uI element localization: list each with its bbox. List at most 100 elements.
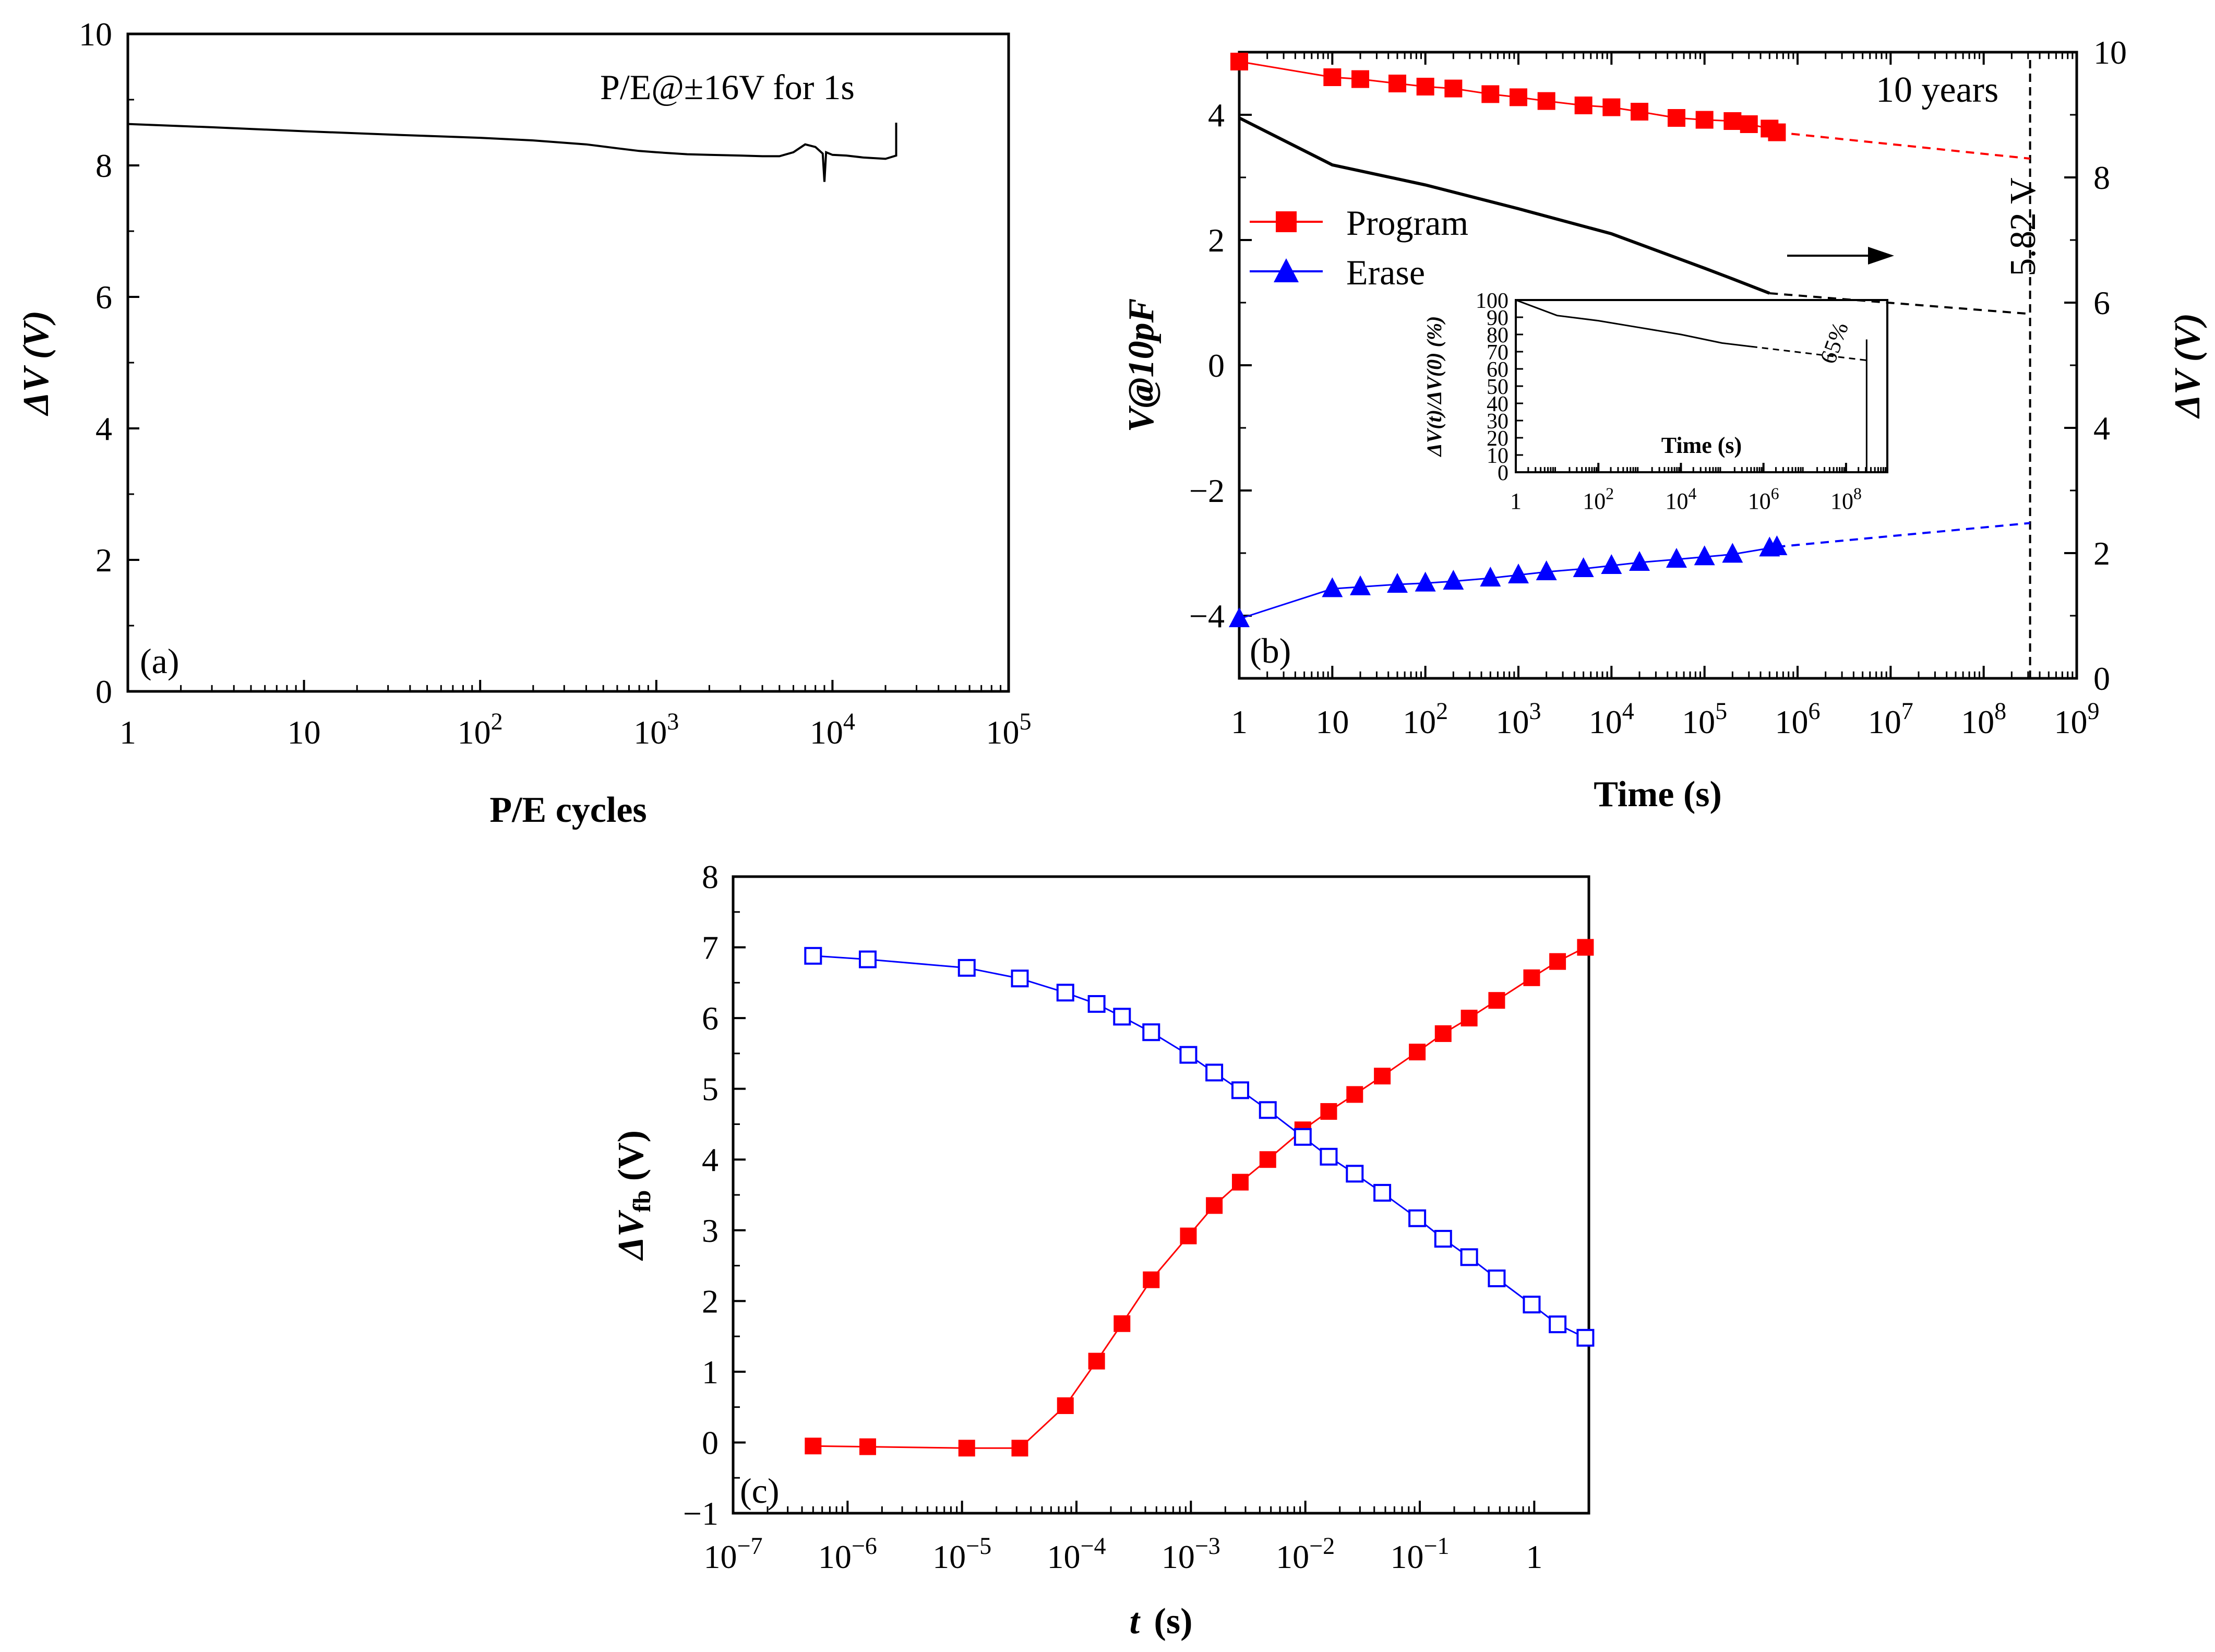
- c-erase-point: [1576, 1328, 1595, 1347]
- b-window-line: [1238, 116, 1770, 295]
- a-x-ticks: 1 10 102 103 104 105: [119, 680, 1032, 751]
- c-x-tick-label: 10−1: [1390, 1533, 1449, 1575]
- b-program-point: [1510, 88, 1527, 106]
- b-y2-tick-label: 8: [2093, 159, 2110, 196]
- c-y-tick-label: 1: [702, 1354, 719, 1391]
- a-x-tick-label: 103: [633, 708, 679, 751]
- a-x-axis-label: P/E cycles: [489, 790, 646, 830]
- c-program-point: [1460, 1010, 1478, 1027]
- b-erase-point: [1694, 545, 1715, 566]
- b-program-point: [1695, 111, 1714, 129]
- a-panel-label: (a): [140, 641, 179, 681]
- b-erase-point: [1573, 557, 1594, 577]
- c-y-tick-label: 3: [702, 1212, 719, 1249]
- c-x-ticks: 10−7 10−6 10−5 10−4 10−3 10−2 10−1 1: [703, 1501, 1542, 1575]
- b-y-tick-label: −2: [1189, 472, 1225, 509]
- b-program-point: [1537, 92, 1555, 110]
- b-x-tick-label: 108: [1961, 698, 2006, 740]
- c-y-tick-label: 6: [702, 1000, 719, 1037]
- c-erase-point: [957, 959, 976, 977]
- c-program-point: [805, 1438, 822, 1455]
- c-program-point: [1374, 1068, 1391, 1085]
- b-erase-extrapolation: [1777, 522, 2030, 548]
- b-program-point: [1723, 112, 1742, 130]
- c-program-point: [1231, 1174, 1249, 1191]
- b-y2-ticks: 0 2 4 6 8 10: [2064, 34, 2127, 697]
- c-erase-point: [1373, 1183, 1392, 1202]
- c-x-tick-label: 10−4: [1047, 1533, 1106, 1575]
- inset-y-tick-label: 40: [1487, 392, 1508, 416]
- c-program-point: [1488, 992, 1505, 1009]
- inset-y-tick-label: 60: [1487, 358, 1508, 382]
- a-y-tick-label: 10: [79, 16, 112, 53]
- c-y-axis-label: ΔVfb (V): [611, 1130, 656, 1261]
- c-program-point: [1011, 1440, 1028, 1457]
- b-x-tick-label: 107: [1868, 698, 1913, 740]
- c-x-tick-label: 10−7: [703, 1533, 762, 1575]
- b-arrow: [1787, 247, 1894, 265]
- c-y-tick-label: 4: [702, 1141, 719, 1178]
- b-y-tick-label: 0: [1208, 347, 1225, 384]
- c-erase-point: [1488, 1269, 1506, 1287]
- b-program-point: [1416, 78, 1434, 95]
- c-y-tick-label: −1: [683, 1495, 719, 1532]
- b-program-point: [1481, 85, 1500, 103]
- c-program-point: [1523, 969, 1540, 986]
- c-program-point: [1549, 953, 1566, 970]
- c-erase-point: [1523, 1296, 1541, 1314]
- b-y-tick-label: 2: [1208, 222, 1225, 259]
- b-erase-point: [1480, 567, 1501, 586]
- a-y-ticks: 0 2 4 6 8 10: [79, 16, 139, 710]
- c-erase-point: [1294, 1128, 1312, 1146]
- inset-y-tick-label: 90: [1487, 306, 1508, 330]
- b-program-point: [1602, 98, 1621, 116]
- b-erase-point: [1229, 607, 1250, 627]
- b-x-ticks: 1 10 102 103 104 105 106 107 108 109: [1231, 52, 2100, 740]
- c-program-point: [1057, 1397, 1074, 1414]
- b-erase-line: [1239, 546, 1777, 620]
- inset-extrapolation: [1751, 345, 1867, 361]
- c-data: [804, 939, 1595, 1457]
- b-y-axis-label: V@10pF: [1121, 298, 1162, 433]
- c-x-tick-label: 1: [1526, 1538, 1542, 1575]
- b-erase-point: [1601, 554, 1622, 574]
- inset-y-tick-label: 20: [1487, 427, 1508, 451]
- b-x-tick-label: 104: [1589, 698, 1634, 740]
- c-y-tick-label: 5: [702, 1071, 719, 1108]
- inset-x-tick-label: 1: [1510, 488, 1522, 514]
- inset-y-tick-label: 10: [1487, 444, 1508, 468]
- c-erase-point: [1549, 1315, 1567, 1334]
- b-program-point: [1667, 109, 1685, 127]
- legend-program-label: Program: [1346, 203, 1468, 243]
- b-y2-tick-label: 6: [2093, 284, 2110, 321]
- plot-a-frame: [126, 32, 1010, 693]
- b-window-label: 5.82 V: [2003, 177, 2043, 276]
- a-y-tick-label: 6: [95, 279, 112, 316]
- b-program-point: [1351, 70, 1370, 88]
- b-program-point: [1574, 97, 1593, 114]
- b-x-tick-label: 103: [1495, 698, 1541, 740]
- c-program-point: [1206, 1197, 1223, 1214]
- c-erase-point: [804, 947, 822, 965]
- c-y-tick-label: 2: [702, 1283, 719, 1320]
- c-program-point: [1259, 1151, 1276, 1168]
- b-x-tick-label: 106: [1775, 698, 1820, 740]
- a-y-tick-label: 8: [95, 147, 112, 184]
- c-program-point: [1114, 1315, 1131, 1332]
- inset-x-ticks: 1 102 104 106 108: [1510, 463, 1886, 514]
- c-program-point: [958, 1440, 975, 1457]
- legend-erase-label: Erase: [1346, 253, 1425, 292]
- b-panel-label: (b): [1250, 631, 1291, 671]
- b-erase-point: [1415, 571, 1436, 592]
- b-legend: Program Erase: [1250, 203, 1468, 292]
- c-panel-label: (c): [740, 1471, 779, 1511]
- b-program-point: [1631, 103, 1649, 121]
- b-y-ticks: −4 −2 0 2 4: [1189, 51, 1252, 679]
- b-y-tick-label: −4: [1189, 597, 1225, 635]
- b-y2-tick-label: 0: [2093, 660, 2110, 697]
- c-erase-point: [1087, 995, 1106, 1013]
- a-annotation: P/E@±16V for 1s: [600, 67, 855, 107]
